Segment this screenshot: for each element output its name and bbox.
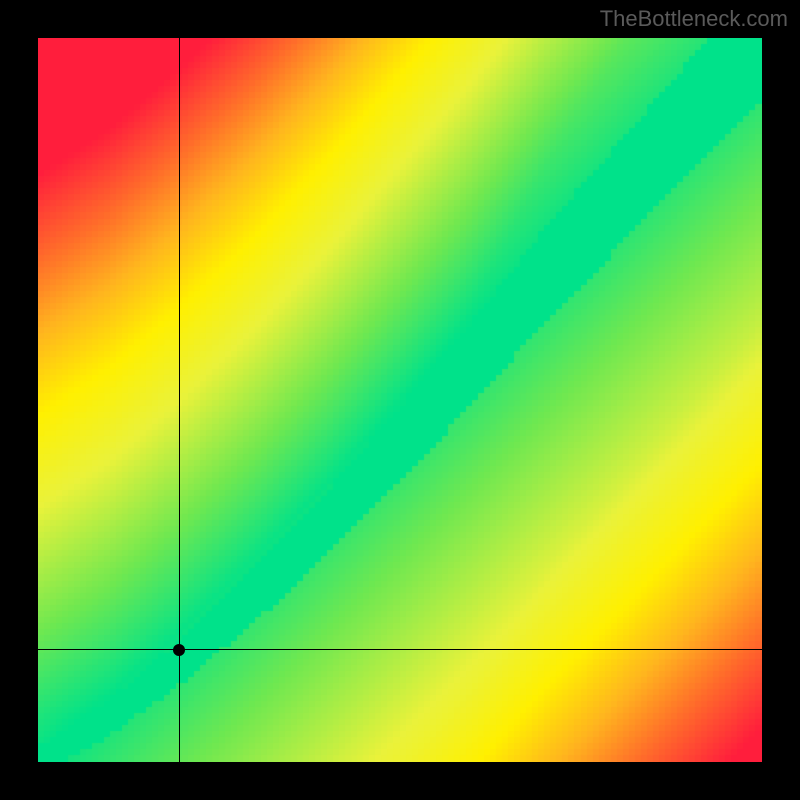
heatmap-plot [38,38,762,762]
crosshair-horizontal [38,649,762,650]
selection-marker-dot [173,644,185,656]
watermark-text: TheBottleneck.com [600,6,788,32]
heatmap-canvas [38,38,762,762]
